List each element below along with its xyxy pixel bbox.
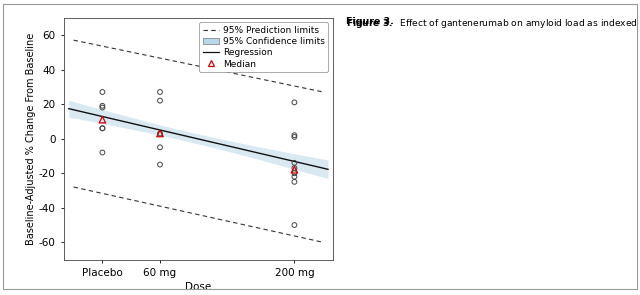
Point — [97, 104, 108, 108]
Point — [97, 126, 108, 131]
Point — [289, 179, 300, 184]
Point — [97, 90, 108, 94]
Point — [289, 160, 300, 165]
X-axis label: Dose: Dose — [185, 282, 212, 292]
Point — [155, 145, 165, 150]
Point — [155, 98, 165, 103]
Legend: 95% Prediction limits, 95% Confidence limits, Regression, Median: 95% Prediction limits, 95% Confidence li… — [199, 22, 328, 72]
Point — [289, 135, 300, 139]
Point — [155, 90, 165, 94]
Text: Figure 3.: Figure 3. — [346, 17, 394, 26]
Point — [155, 162, 165, 167]
Point — [289, 100, 300, 105]
Y-axis label: Baseline-Adjusted % Change From Baseline: Baseline-Adjusted % Change From Baseline — [26, 32, 36, 245]
Point — [97, 150, 108, 155]
Point — [289, 171, 300, 176]
Point — [97, 117, 108, 122]
Point — [289, 167, 300, 172]
Point — [289, 223, 300, 227]
Point — [289, 174, 300, 179]
Point — [155, 131, 165, 136]
Point — [289, 133, 300, 137]
Point — [97, 126, 108, 131]
Point — [289, 166, 300, 171]
Point — [155, 131, 165, 136]
Point — [97, 105, 108, 110]
Text: $\mathbf{Figure\ 3.}$  Effect of gantenerumab on amyloid load as indexed by stan: $\mathbf{Figure\ 3.}$ Effect of gantener… — [346, 17, 640, 30]
